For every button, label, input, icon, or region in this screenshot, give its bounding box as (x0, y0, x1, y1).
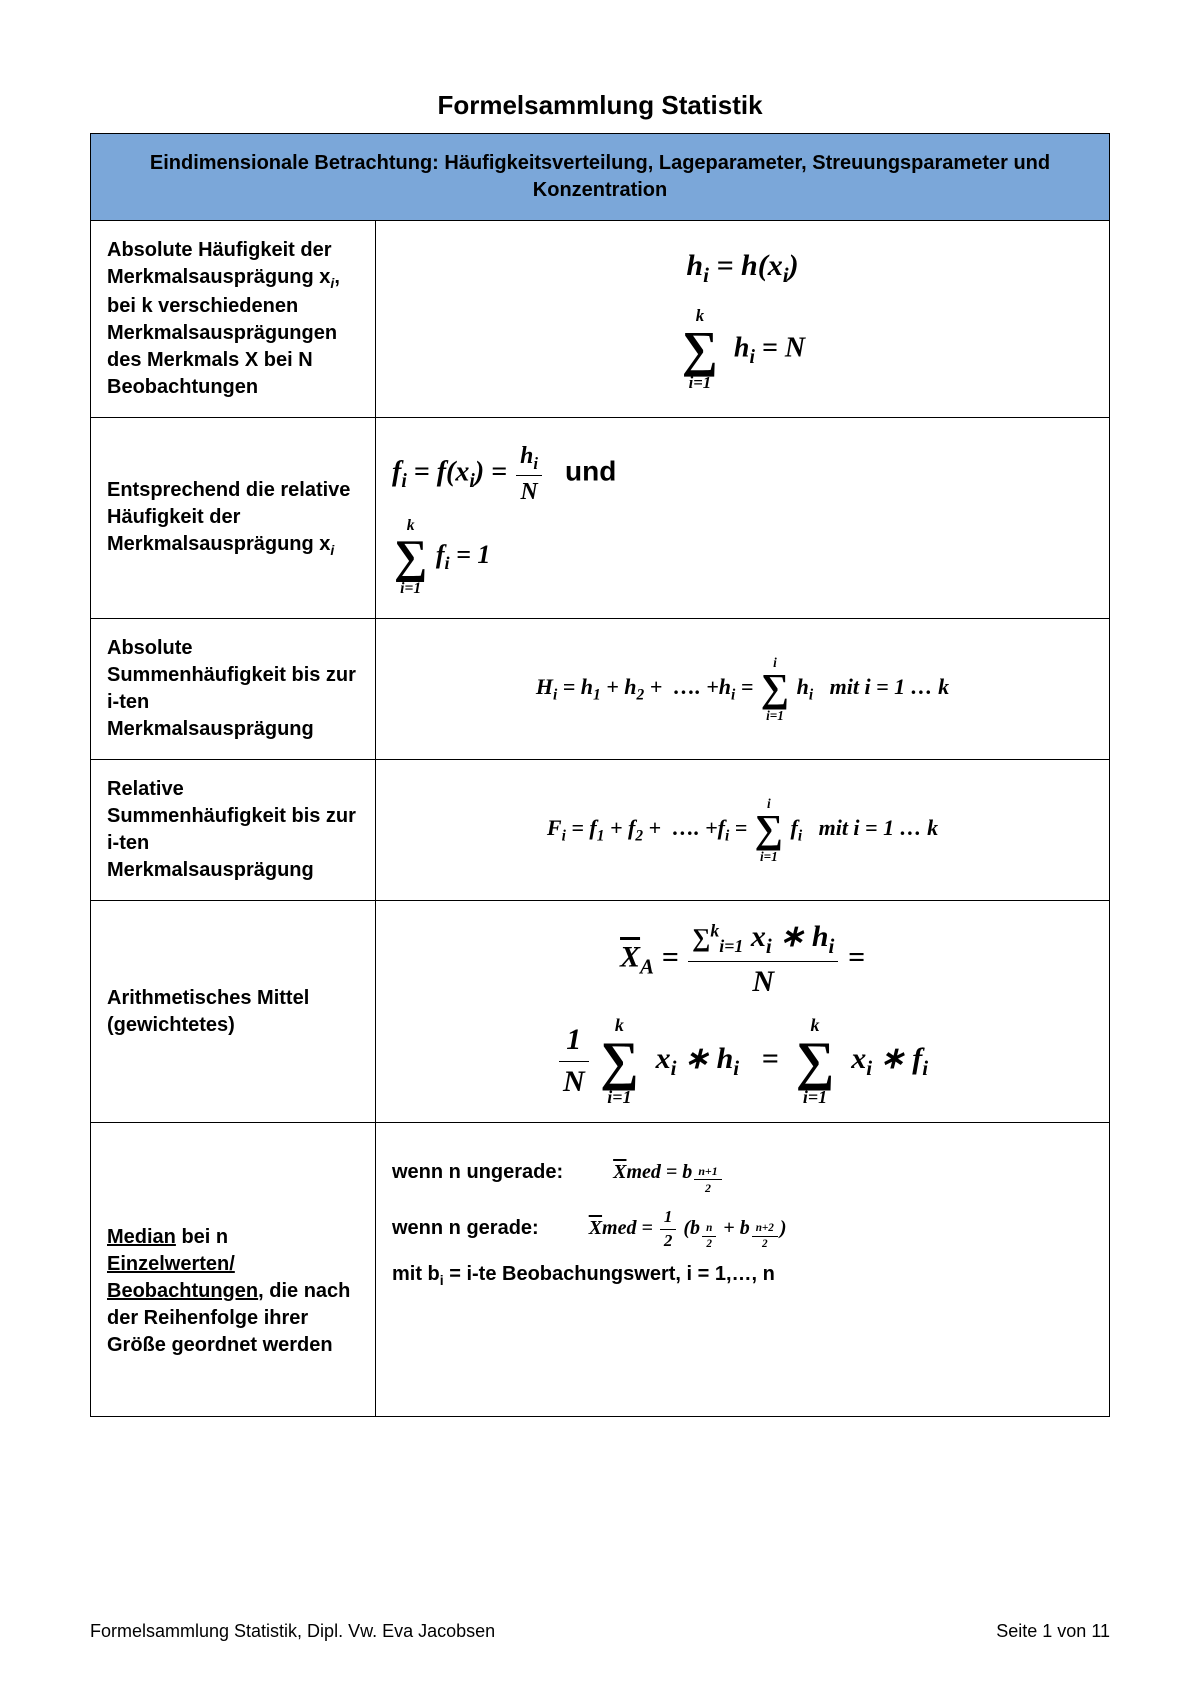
formula-table: Eindimensionale Betrachtung: Häufigkeits… (90, 133, 1110, 1417)
page-footer: Formelsammlung Statistik, Dipl. Vw. Eva … (90, 1621, 1110, 1642)
row-description: Arithmetisches Mittel (gewichtetes) (91, 901, 376, 1123)
table-row: Absolute Häufigkeit der Merkmalsausprägu… (91, 221, 1110, 418)
table-row: Entsprechend die relative Häufigkeit der… (91, 417, 1110, 618)
table-row: Relative Summenhäufigkeit bis zur i-ten … (91, 760, 1110, 901)
table-row: Absolute Summenhäufigkeit bis zur i-ten … (91, 619, 1110, 760)
row-formula: hi = h(xi) k∑i=1 hi = N (376, 221, 1110, 418)
section-header: Eindimensionale Betrachtung: Häufigkeits… (91, 134, 1110, 221)
footer-left: Formelsammlung Statistik, Dipl. Vw. Eva … (90, 1621, 495, 1642)
row-description: Relative Summenhäufigkeit bis zur i-ten … (91, 760, 376, 901)
row-formula: Fi = f1 + f2 + …. +fi = i∑i=1 fi mit i =… (376, 760, 1110, 901)
table-row: Arithmetisches Mittel (gewichtetes) XA =… (91, 901, 1110, 1123)
row-description: Entsprechend die relative Häufigkeit der… (91, 417, 376, 618)
row-formula: wenn n ungerade: Xmed = bn+12 wenn n ger… (376, 1123, 1110, 1417)
row-formula: Hi = h1 + h2 + …. +hi = i∑i=1 hi mit i =… (376, 619, 1110, 760)
row-formula: XA = ∑ki=1 xi ∗ hi N = 1N k∑i=1 xi ∗ hi … (376, 901, 1110, 1123)
table-row: Median bei n Einzelwerten/ Beobachtungen… (91, 1123, 1110, 1417)
row-description: Absolute Häufigkeit der Merkmalsausprägu… (91, 221, 376, 418)
footer-right: Seite 1 von 11 (996, 1621, 1110, 1642)
row-description: Median bei n Einzelwerten/ Beobachtungen… (91, 1123, 376, 1417)
document-title: Formelsammlung Statistik (90, 90, 1110, 121)
row-formula: fi = f(xi) = hiN und k∑i=1 fi = 1 (376, 417, 1110, 618)
row-description: Absolute Summenhäufigkeit bis zur i-ten … (91, 619, 376, 760)
table-row: Eindimensionale Betrachtung: Häufigkeits… (91, 134, 1110, 221)
page: Formelsammlung Statistik Eindimensionale… (0, 0, 1200, 1697)
